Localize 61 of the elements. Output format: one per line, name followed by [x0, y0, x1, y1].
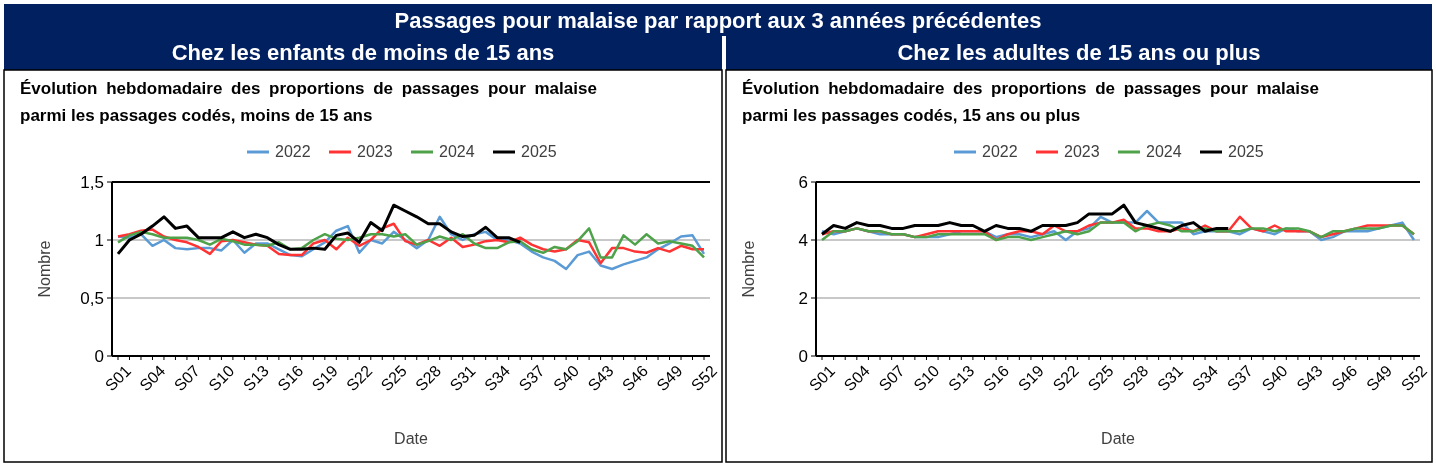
legend-label: 2025 — [1228, 143, 1264, 160]
x-tick-label: S46 — [1328, 361, 1361, 395]
y-tick-label: 1,5 — [80, 173, 104, 192]
x-tick-label: S19 — [308, 361, 341, 395]
x-tick-label: S34 — [1188, 361, 1222, 395]
x-tick-label: S01 — [805, 361, 839, 395]
y-tick-label: 0 — [94, 347, 104, 366]
legend-label: 2023 — [1064, 143, 1100, 160]
x-axis-title: Date — [1101, 430, 1135, 447]
x-tick-label: S37 — [1223, 361, 1256, 395]
y-tick-label: 6 — [798, 173, 808, 192]
x-tick-label: S28 — [412, 361, 445, 395]
y-tick-label: 2 — [798, 289, 808, 308]
x-tick-label: S28 — [1119, 361, 1152, 395]
x-tick-label: S22 — [1049, 361, 1082, 395]
x-tick-label: S46 — [618, 361, 652, 395]
x-tick-label: S52 — [687, 361, 721, 395]
x-tick-label: S49 — [1363, 361, 1396, 395]
legend-label: 2025 — [521, 143, 557, 160]
x-tick-label: S07 — [170, 361, 204, 395]
x-tick-label: S07 — [875, 361, 908, 395]
x-tick-label: S31 — [446, 361, 479, 395]
x-axis-title: Date — [394, 430, 428, 447]
chart-subtitle: Évolution hebdomadaire des proportions de passages pour malaise parmi les passages codés, moins de 15 ans — [20, 79, 597, 125]
x-tick-label: S13 — [239, 361, 272, 395]
chart-subtitle: Évolution hebdomadaire des proportions de passages pour malaise parmi les passages codés, 15 ans ou plus — [742, 79, 1319, 125]
x-tick-label: S01 — [101, 361, 135, 395]
x-tick-label: S40 — [1258, 361, 1291, 395]
x-tick-label: S13 — [945, 361, 978, 395]
x-tick-label: S52 — [1397, 361, 1431, 395]
x-tick-label: S49 — [653, 361, 686, 395]
x-tick-label: S25 — [377, 361, 410, 395]
x-tick-label: S25 — [1084, 361, 1117, 395]
legend-label: 2024 — [439, 143, 475, 160]
legend-label: 2023 — [357, 143, 393, 160]
legend-label: 2024 — [1146, 143, 1182, 160]
chart-title: Chez les adultes de 15 ans ou plus — [897, 40, 1261, 65]
x-tick-label: S43 — [1293, 361, 1326, 395]
text: Passages pour malaise par rapport aux 3 années précédentes — [394, 8, 1042, 33]
y-tick-label: 0,5 — [80, 289, 104, 308]
x-tick-label: S04 — [136, 361, 169, 395]
x-tick-label: S37 — [515, 361, 548, 395]
x-tick-label: S04 — [840, 361, 873, 395]
x-tick-label: S10 — [205, 361, 238, 395]
x-tick-label: S43 — [584, 361, 617, 395]
chart-title: Chez les enfants de moins de 15 ans — [171, 40, 555, 65]
legend-label: 2022 — [275, 143, 311, 160]
x-tick-label: S34 — [481, 361, 514, 395]
y-tick-label: 4 — [798, 231, 808, 250]
x-tick-label: S19 — [1014, 361, 1048, 395]
y-tick-label: 1 — [94, 231, 104, 250]
x-tick-label: S31 — [1154, 361, 1187, 395]
y-axis-title: Nombre — [740, 240, 757, 298]
legend-label: 2022 — [982, 143, 1018, 160]
x-tick-label: S16 — [980, 361, 1013, 395]
x-tick-label: S16 — [274, 361, 307, 395]
x-tick-label: S40 — [550, 361, 583, 395]
y-tick-label: 0 — [798, 347, 808, 366]
x-tick-label: S10 — [910, 361, 943, 395]
y-axis-title: Nombre — [36, 240, 53, 298]
x-tick-label: S22 — [343, 361, 376, 395]
